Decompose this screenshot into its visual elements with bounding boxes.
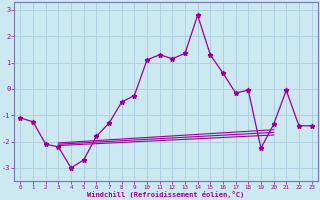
X-axis label: Windchill (Refroidissement éolien,°C): Windchill (Refroidissement éolien,°C) [87, 191, 244, 198]
